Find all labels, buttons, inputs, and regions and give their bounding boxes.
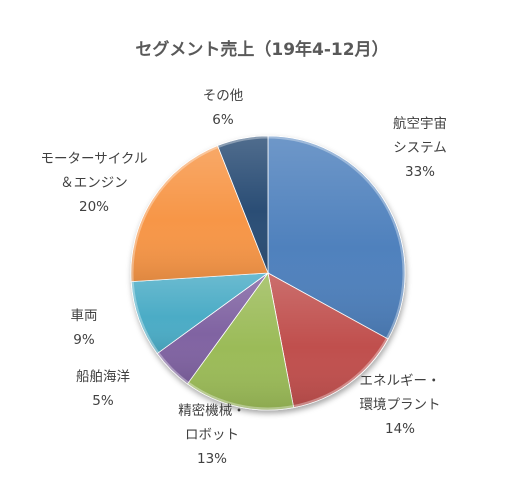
data-label-name-6-line-2: ＆エンジン: [60, 175, 128, 191]
data-label-percent-6: 20%: [79, 199, 109, 215]
data-label-percent-5: 9%: [73, 332, 95, 348]
data-label-name-1-line-1: 航空宇宙: [393, 116, 447, 132]
pie-slice-shading-2: [268, 273, 389, 408]
data-label-name-1-line-2: システム: [393, 140, 447, 156]
data-label-name-5-line-1: 車両: [71, 308, 98, 324]
data-label-name-2-line-1: エネルギー・: [360, 373, 441, 389]
pie-slice-shading-6: [130, 145, 268, 282]
data-label-name-3-line-1: 精密機械・: [178, 402, 246, 419]
pie-rim-highlight: [131, 136, 405, 410]
pie-slice-shading-5: [131, 273, 268, 354]
pie-slice-shading-3: [187, 273, 294, 410]
pie-slices: [130, 135, 406, 411]
pie-slice-shading-1: [268, 136, 405, 339]
chart-title: セグメント売上（19年4-12月）: [135, 39, 388, 60]
pie-slice-shading-7: [217, 136, 268, 273]
data-label-name-3-line-2: ロボット: [185, 427, 239, 443]
pie-slice-shading-4: [157, 273, 268, 384]
data-label-name-4-line-1: 船舶海洋: [76, 369, 130, 385]
data-label-percent-1: 33%: [405, 164, 435, 180]
data-label-percent-3: 13%: [197, 451, 227, 467]
data-label-name-6-line-1: モーターサイクル: [40, 151, 147, 167]
data-label-name-2-line-2: 環境プラント: [360, 397, 441, 413]
data-label-percent-7: 6%: [212, 112, 234, 128]
data-label-percent-4: 5%: [92, 393, 114, 409]
data-label-name-7-line-1: その他: [203, 88, 244, 104]
data-label-percent-2: 14%: [385, 421, 415, 437]
